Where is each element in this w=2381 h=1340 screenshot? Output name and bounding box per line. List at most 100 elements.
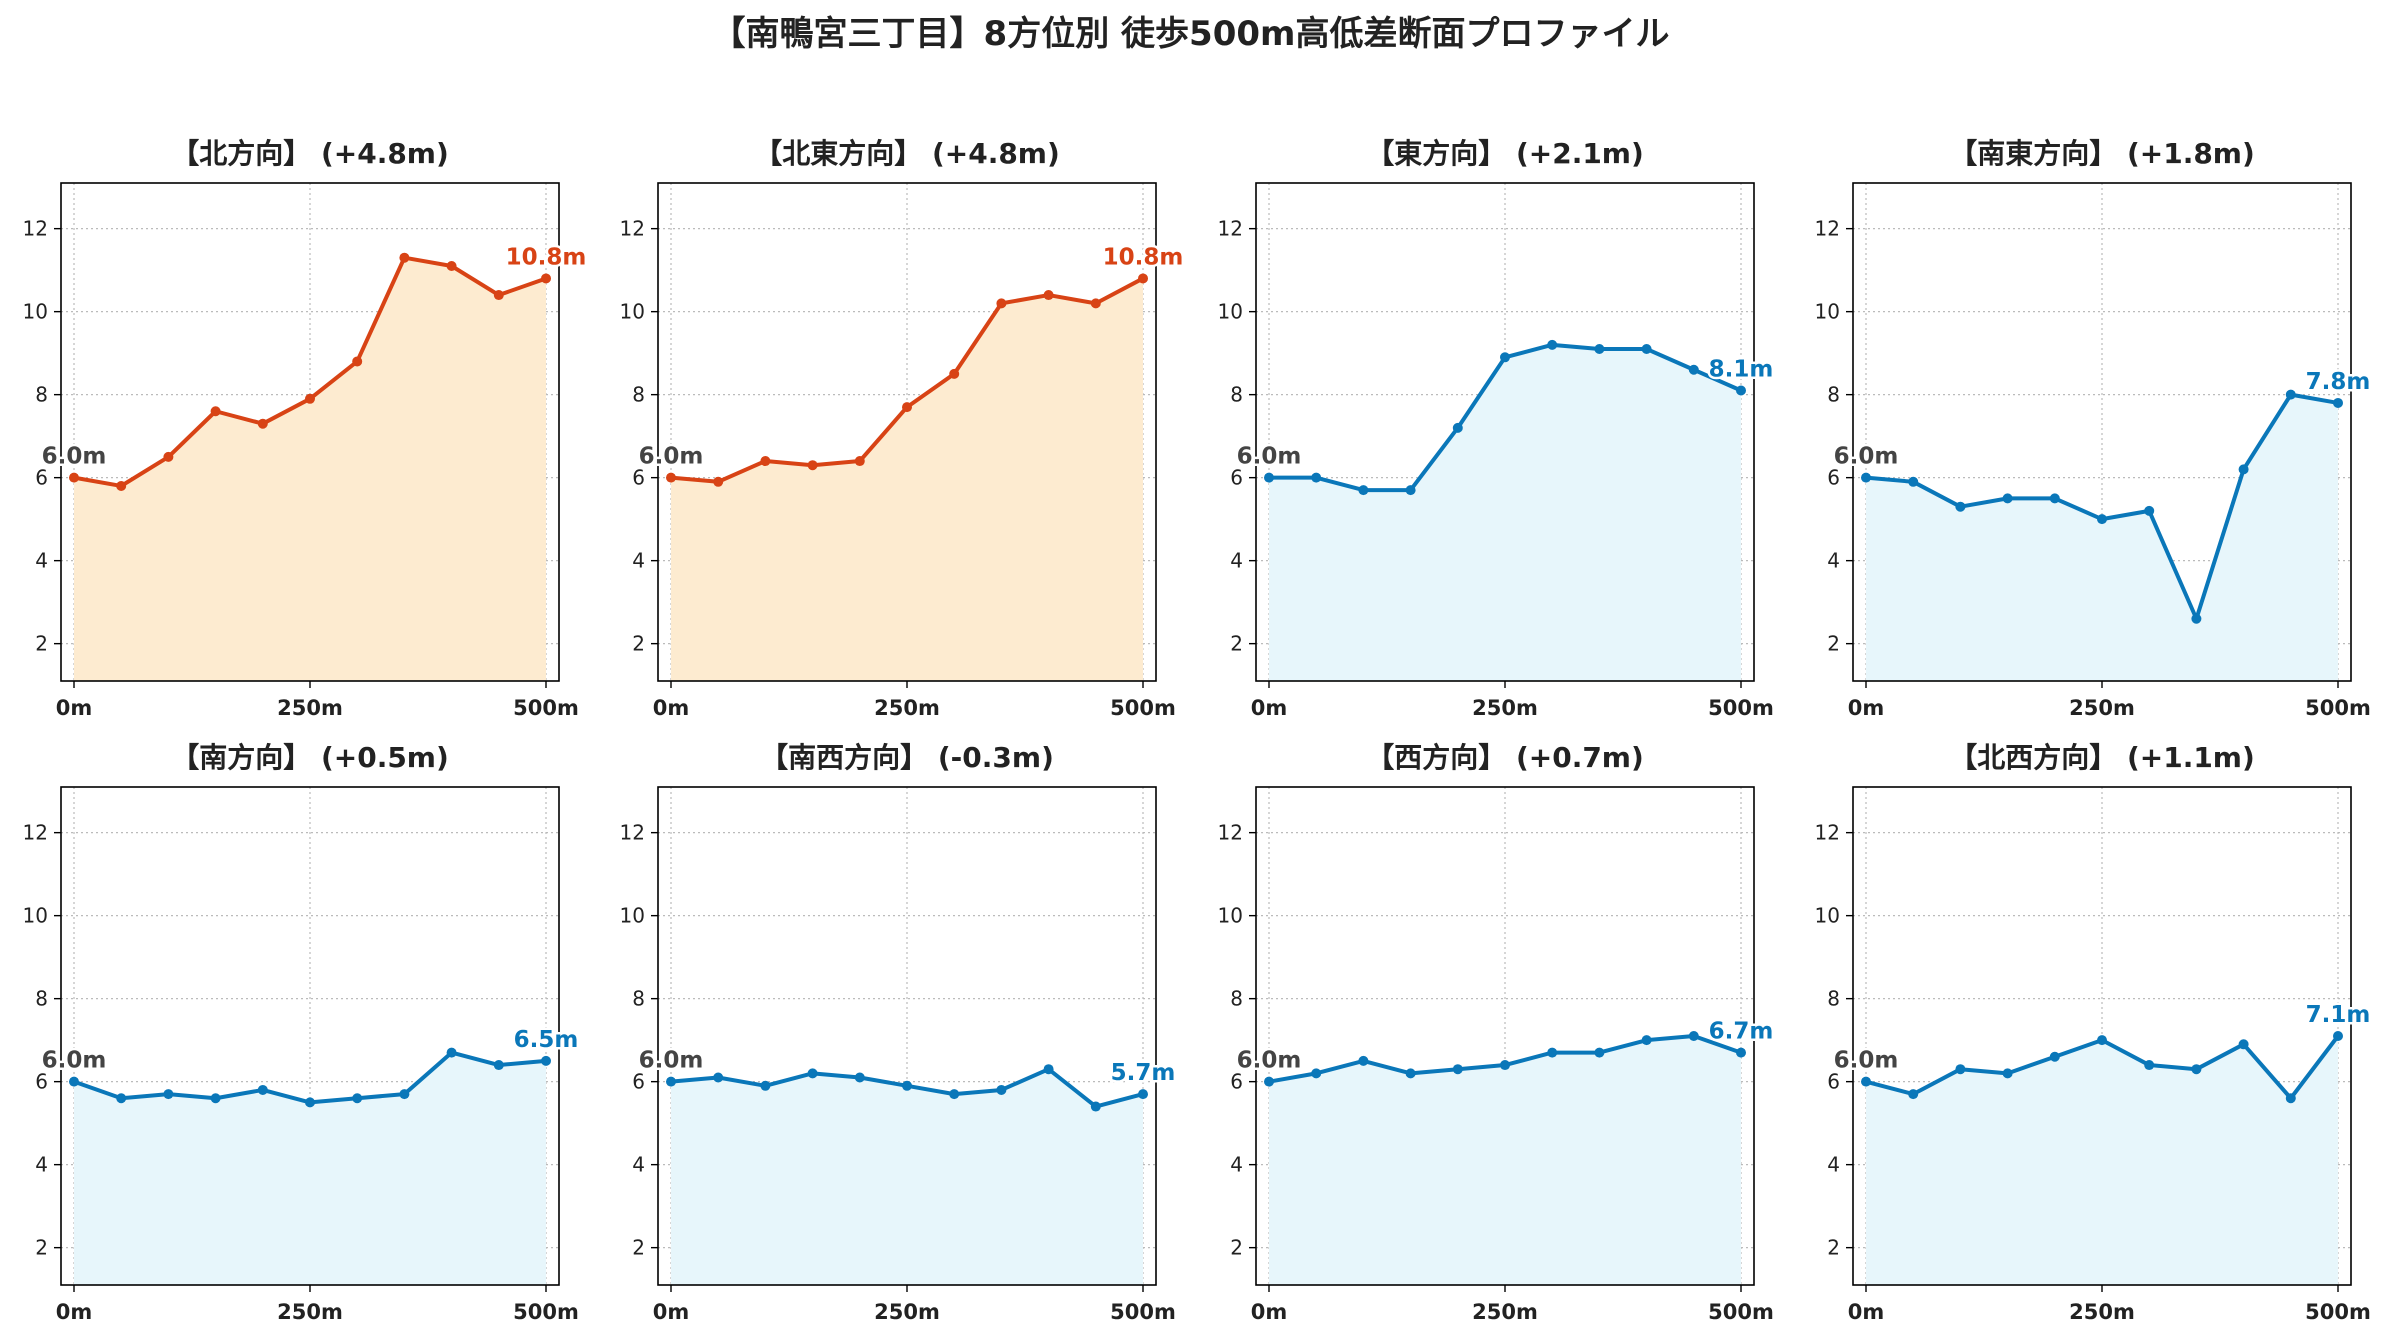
- data-point: [352, 1093, 363, 1104]
- y-tick-label: 8: [35, 987, 48, 1011]
- figure-title: 【南鴨宮三丁目】8方位別 徒歩500m高低差断面プロファイル: [711, 14, 1670, 54]
- y-tick-label: 6: [1827, 1070, 1840, 1094]
- x-tick-label: 500m: [1708, 696, 1774, 720]
- data-point: [1264, 472, 1274, 483]
- data-point: [1138, 273, 1148, 284]
- data-point: [2191, 1064, 2202, 1075]
- y-tick-label: 2: [632, 632, 645, 656]
- start-value-label: 6.0m: [1834, 444, 1899, 470]
- y-tick-label: 10: [620, 300, 645, 324]
- y-tick-label: 6: [35, 466, 48, 490]
- x-tick-label: 250m: [1472, 696, 1538, 720]
- data-point: [1955, 1064, 1966, 1075]
- data-point: [446, 1047, 457, 1058]
- data-point: [1311, 472, 1322, 483]
- end-value-label: 10.8m: [1103, 244, 1184, 270]
- y-tick-label: 12: [1815, 821, 1840, 845]
- data-point: [2333, 397, 2343, 408]
- chart-panel-7: 【西方向】 (+0.7m) 2 4 6 8 10 12 0m 250m 500m 6.0m 6.7m: [1218, 741, 1776, 1324]
- data-point: [1688, 364, 1699, 375]
- y-tick-label: 12: [1218, 821, 1243, 845]
- data-point: [1594, 1047, 1605, 1058]
- data-point: [1908, 1089, 1919, 1100]
- y-tick-label: 4: [632, 1153, 645, 1177]
- data-point: [902, 1080, 912, 1091]
- panel-title: 【南東方向】 (+1.8m): [1949, 137, 2255, 170]
- end-value-label: 6.5m: [514, 1027, 579, 1053]
- y-tick-label: 8: [35, 383, 48, 407]
- data-point: [493, 290, 504, 301]
- start-value-label: 6.0m: [1237, 444, 1302, 470]
- x-tick-label: 500m: [513, 1300, 579, 1324]
- data-point: [69, 1076, 79, 1087]
- x-tick-label: 250m: [1472, 1300, 1538, 1324]
- data-point: [949, 1089, 960, 1100]
- y-tick-label: 8: [632, 987, 645, 1011]
- data-point: [1043, 290, 1054, 301]
- end-value-label: 5.7m: [1111, 1060, 1176, 1086]
- data-point: [1736, 385, 1746, 396]
- data-point: [1641, 344, 1652, 354]
- data-point: [446, 261, 457, 271]
- data-point: [2097, 1035, 2107, 1046]
- data-point: [2002, 1068, 2013, 1079]
- data-point: [2002, 493, 2013, 504]
- data-point: [305, 393, 315, 404]
- x-tick-label: 0m: [653, 1300, 690, 1324]
- data-point: [1908, 476, 1919, 487]
- area-fill: [1866, 1036, 2338, 1285]
- y-tick-label: 2: [1230, 632, 1243, 656]
- area-fill: [74, 1052, 546, 1285]
- chart-panel-8: 【北西方向】 (+1.1m) 2 4 6 8 10 12 0m 250m 500m 6.0m 7.1m: [1815, 741, 2373, 1324]
- y-tick-label: 6: [1230, 466, 1243, 490]
- x-tick-label: 250m: [2069, 1300, 2135, 1324]
- y-tick-label: 10: [23, 300, 48, 324]
- data-point: [210, 406, 221, 417]
- start-value-label: 6.0m: [42, 444, 107, 470]
- data-point: [854, 456, 865, 467]
- data-point: [493, 1060, 504, 1071]
- data-point: [2144, 1060, 2155, 1071]
- area-fill: [671, 278, 1143, 681]
- chart-panel-4: 【南東方向】 (+1.8m) 2 4 6 8 10 12 0m 250m 500m 6.0m 7.8m: [1815, 137, 2373, 720]
- y-tick-label: 4: [1230, 1153, 1243, 1177]
- y-tick-label: 8: [1230, 383, 1243, 407]
- data-point: [116, 1093, 127, 1104]
- data-point: [1405, 485, 1416, 496]
- x-tick-label: 250m: [874, 1300, 940, 1324]
- y-tick-label: 10: [1815, 904, 1840, 928]
- data-point: [1500, 352, 1510, 363]
- data-point: [760, 1080, 771, 1091]
- data-point: [666, 472, 676, 483]
- x-tick-label: 250m: [277, 696, 343, 720]
- y-tick-label: 6: [35, 1070, 48, 1094]
- data-point: [2049, 1051, 2060, 1062]
- data-point: [1452, 1064, 1463, 1075]
- area-fill: [1269, 1036, 1741, 1285]
- data-point: [760, 456, 771, 467]
- data-point: [1547, 1047, 1558, 1058]
- start-value-label: 6.0m: [1237, 1048, 1302, 1074]
- x-tick-label: 500m: [2305, 1300, 2371, 1324]
- data-point: [541, 1055, 551, 1066]
- start-value-label: 6.0m: [639, 1048, 704, 1074]
- y-tick-label: 2: [632, 1236, 645, 1260]
- end-value-label: 7.8m: [2306, 369, 2371, 395]
- data-point: [541, 273, 551, 284]
- x-tick-label: 500m: [1708, 1300, 1774, 1324]
- y-tick-label: 4: [35, 549, 48, 573]
- y-tick-label: 2: [1827, 632, 1840, 656]
- data-point: [2285, 389, 2296, 400]
- data-point: [807, 1068, 818, 1079]
- chart-panel-2: 【北東方向】 (+4.8m) 2 4 6 8 10 12 0m 250m 500m 6.0m 10.8…: [620, 137, 1186, 720]
- y-tick-label: 12: [23, 217, 48, 241]
- end-value-label: 6.7m: [1709, 1019, 1774, 1045]
- y-tick-label: 12: [620, 217, 645, 241]
- y-tick-label: 2: [1230, 1236, 1243, 1260]
- data-point: [807, 460, 818, 471]
- y-tick-label: 2: [35, 1236, 48, 1260]
- panel-title: 【南方向】 (+0.5m): [171, 741, 449, 774]
- data-point: [1358, 1055, 1369, 1066]
- area-fill: [671, 1069, 1143, 1285]
